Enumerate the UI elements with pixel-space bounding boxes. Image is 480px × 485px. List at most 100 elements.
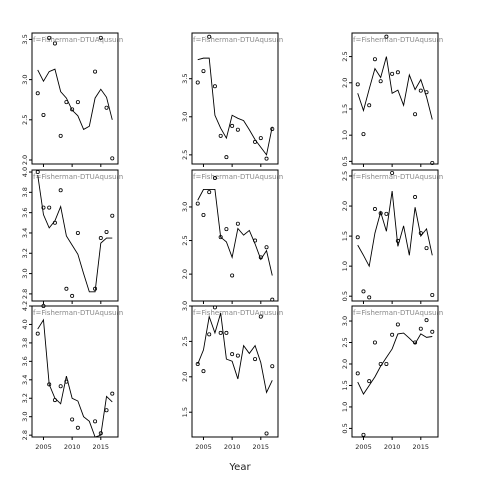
observed-point bbox=[384, 211, 389, 216]
panel-frame bbox=[351, 305, 439, 438]
observed-point bbox=[35, 331, 40, 336]
panel-2-0: f=Fisherman-DTUAqusum 2.8 3.0 3.2 3.4 3.6 3.8 4… bbox=[21, 301, 123, 451]
observed-point bbox=[98, 35, 103, 40]
observed-point bbox=[207, 190, 212, 195]
panel-1-0: f=Fisherman-DTUAqusum 2.8 3.0 3.2 3.4 3.6 3.8 4… bbox=[21, 167, 123, 304]
observed-point bbox=[64, 100, 69, 105]
fitted-line bbox=[37, 175, 113, 293]
observed-point bbox=[104, 105, 109, 110]
fitted-line bbox=[197, 57, 273, 156]
observed-point bbox=[47, 205, 52, 210]
y-tick-label: 4.2 bbox=[21, 301, 29, 311]
observed-point bbox=[218, 330, 223, 335]
observed-point bbox=[64, 379, 69, 384]
y-tick-label: 1.5 bbox=[341, 380, 349, 390]
y-tick-label: 3.0 bbox=[21, 412, 29, 422]
observed-point bbox=[430, 329, 435, 334]
observed-point bbox=[47, 35, 52, 40]
observed-point bbox=[230, 273, 235, 278]
observed-point bbox=[264, 245, 269, 250]
observed-point bbox=[224, 155, 229, 160]
facet-label: f=Fisherman-DTUAqusum bbox=[353, 36, 443, 44]
observed-point bbox=[201, 213, 206, 218]
panel-1-1: f=Fisherman-DTUAqusum 2.0 2.5 3.0 bbox=[181, 169, 283, 304]
observed-point bbox=[52, 220, 57, 225]
observed-point bbox=[361, 289, 366, 294]
x-tick-label: 2015 bbox=[413, 443, 430, 451]
observed-point bbox=[378, 211, 383, 216]
observed-point bbox=[413, 195, 418, 200]
y-tick-label: 2.0 bbox=[341, 201, 349, 211]
y-tick-label: 0.5 bbox=[341, 423, 349, 433]
observed-point bbox=[98, 236, 103, 241]
observed-point bbox=[41, 205, 46, 210]
observed-point bbox=[390, 71, 395, 76]
observed-point bbox=[58, 188, 63, 193]
y-tick-label: 3.4 bbox=[21, 228, 29, 238]
observed-point bbox=[35, 170, 40, 175]
observed-point bbox=[264, 431, 269, 436]
fitted-line bbox=[197, 312, 273, 394]
x-tick-label: 2010 bbox=[384, 443, 401, 451]
observed-point bbox=[424, 318, 429, 323]
observed-point bbox=[372, 340, 377, 345]
observed-point bbox=[253, 238, 258, 243]
y-tick-label: 0.5 bbox=[341, 291, 349, 301]
observed-point bbox=[235, 353, 240, 358]
fitted-line bbox=[357, 332, 433, 395]
observed-point bbox=[212, 305, 217, 310]
observed-point bbox=[110, 391, 115, 396]
fitted-line bbox=[357, 56, 433, 120]
observed-point bbox=[230, 352, 235, 357]
observed-point bbox=[258, 136, 263, 141]
y-tick-label: 3.0 bbox=[181, 202, 189, 212]
observed-point bbox=[361, 432, 366, 437]
observed-point bbox=[258, 314, 263, 319]
y-tick-label: 2.5 bbox=[181, 336, 189, 346]
observed-point bbox=[235, 221, 240, 226]
y-tick-label: 3.0 bbox=[341, 316, 349, 326]
observed-point bbox=[258, 255, 263, 260]
observed-point bbox=[264, 156, 269, 161]
y-tick-label: 1.0 bbox=[341, 130, 349, 140]
y-tick-label: 3.0 bbox=[21, 268, 29, 278]
observed-point bbox=[224, 227, 229, 232]
facet-label: f=Fisherman-DTUAqusum bbox=[193, 173, 283, 181]
x-axis-label: Year bbox=[228, 462, 251, 473]
observed-point bbox=[201, 69, 206, 74]
observed-point bbox=[270, 297, 275, 302]
panel-frame bbox=[31, 305, 119, 438]
observed-point bbox=[378, 79, 383, 84]
observed-point bbox=[270, 364, 275, 369]
y-tick-label: 1.5 bbox=[341, 231, 349, 241]
observed-point bbox=[52, 41, 57, 46]
observed-point bbox=[75, 425, 80, 430]
observed-point bbox=[93, 69, 98, 74]
observed-point bbox=[355, 235, 360, 240]
observed-point bbox=[430, 160, 435, 165]
observed-point bbox=[395, 70, 400, 75]
panel-frame bbox=[31, 169, 119, 302]
panel-frame bbox=[191, 32, 279, 165]
y-tick-label: 4.0 bbox=[21, 319, 29, 329]
observed-point bbox=[253, 139, 258, 144]
observed-point bbox=[195, 80, 200, 85]
observed-point bbox=[70, 107, 75, 112]
panel-1-2: f=Fisherman-DTUAqusum 0.5 1.0 1.5 2.0 2.5 bbox=[341, 169, 443, 304]
x-tick-label: 2005 bbox=[355, 443, 372, 451]
observed-point bbox=[395, 238, 400, 243]
y-tick-label: 2.8 bbox=[21, 430, 29, 440]
observed-point bbox=[41, 112, 46, 117]
observed-point bbox=[58, 133, 63, 138]
y-tick-label: 3.0 bbox=[21, 74, 29, 84]
observed-point bbox=[413, 112, 418, 117]
panel-2-1: f=Fisherman-DTUAqusum 1.5 2.0 2.5 3.0 2005 201… bbox=[181, 301, 283, 451]
observed-point bbox=[418, 88, 423, 93]
panel-0-1: f=Fisherman-DTUAqusum 2.5 3.0 3.5 bbox=[181, 32, 283, 167]
panel-2-2: f=Fisherman-DTUAqusum 0.5 1.0 1.5 2.0 2.5 3.0 2… bbox=[341, 305, 443, 451]
observed-point bbox=[207, 34, 212, 39]
observed-point bbox=[418, 326, 423, 331]
y-tick-label: 3.0 bbox=[181, 112, 189, 122]
observed-point bbox=[70, 293, 75, 298]
